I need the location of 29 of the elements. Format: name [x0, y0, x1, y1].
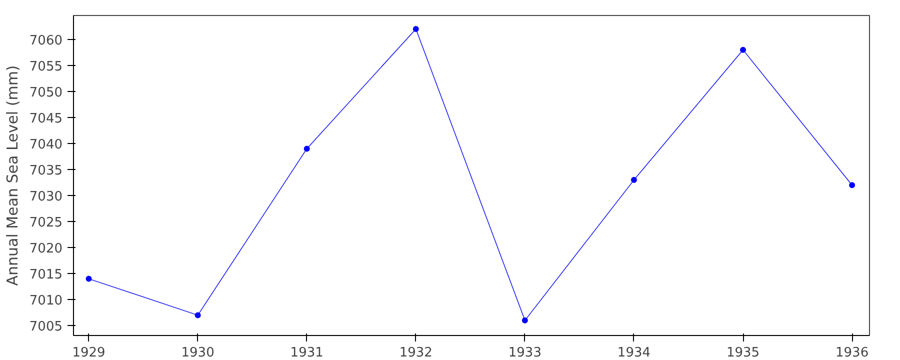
x-tick-label: 1929 — [72, 346, 106, 360]
point — [740, 46, 746, 53]
point — [86, 276, 92, 282]
point — [630, 176, 637, 183]
y-tick-label: 7030 — [29, 190, 63, 205]
y-tick-label: 7010 — [29, 294, 63, 309]
y-tick-label: 7035 — [29, 164, 63, 179]
y-tick-label: 7045 — [29, 111, 63, 126]
y-tick-label: 7020 — [29, 242, 63, 257]
x-tick-label: 1932 — [399, 346, 432, 360]
point — [304, 146, 310, 152]
point — [522, 317, 528, 324]
point — [849, 182, 856, 188]
x-tick-label: 1936 — [836, 346, 869, 360]
x-tick-label: 1935 — [726, 346, 760, 360]
y-tick-label: 7040 — [29, 138, 63, 152]
x-tick-label: 1934 — [617, 346, 651, 360]
y-tick-label: 7050 — [29, 85, 63, 100]
y-tick-label: 7015 — [29, 268, 63, 283]
x-tick-label: 1931 — [290, 346, 324, 360]
y-tick-label: 7025 — [29, 216, 63, 231]
x-tick-label: 1930 — [181, 346, 214, 360]
y-tick-label: 7060 — [29, 33, 63, 48]
point — [194, 312, 201, 318]
x-tick-label: 1933 — [508, 346, 542, 360]
point — [412, 26, 419, 32]
y-axis-title: Annual Mean Sea Level (mm) — [3, 65, 22, 286]
y-tick-label: 7055 — [29, 59, 63, 74]
y-tick-label: 7005 — [29, 320, 63, 335]
